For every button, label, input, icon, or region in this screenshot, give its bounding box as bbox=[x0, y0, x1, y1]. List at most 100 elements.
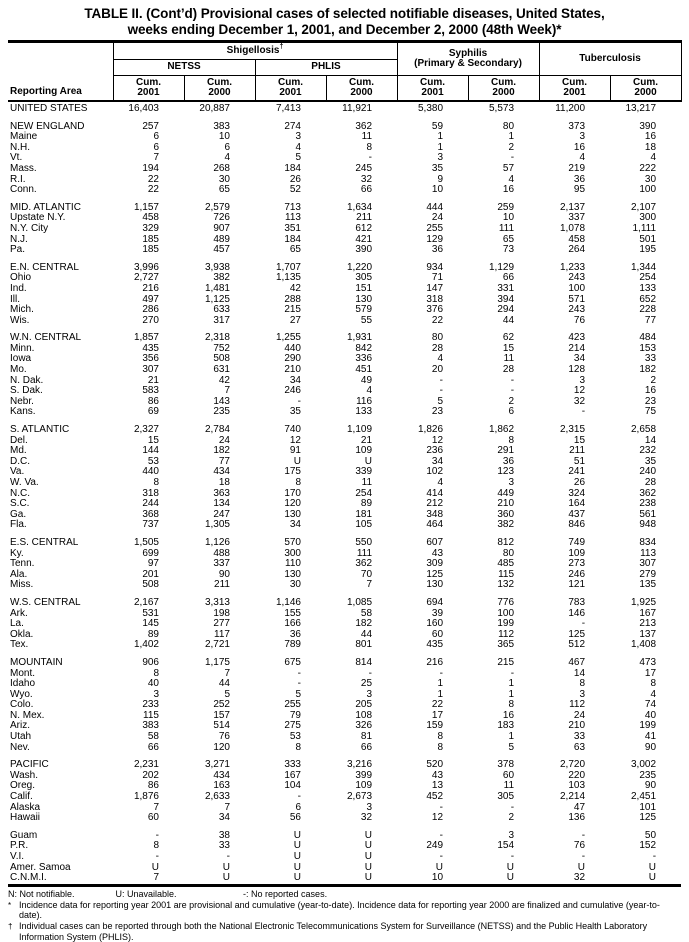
value-cell: 550 bbox=[355, 536, 373, 548]
value-cell: U bbox=[506, 861, 515, 873]
value-cell: 326 bbox=[355, 720, 373, 732]
value-cell: 1,109 bbox=[346, 424, 373, 436]
value-cell: 65 bbox=[502, 233, 515, 245]
area-cell: UNITED STATES bbox=[10, 103, 88, 114]
value-cell: 907 bbox=[213, 222, 230, 234]
table-row: PACIFIC 2,231 3,271 333 3,216 520 378 2,720 3,00… bbox=[8, 758, 681, 771]
netss-subheader: NETSS bbox=[112, 59, 256, 76]
value-cell: 254 bbox=[355, 487, 373, 499]
area-cell: P.R. bbox=[10, 840, 29, 852]
area-cell: Mass. bbox=[10, 162, 37, 174]
value-cell: 783 bbox=[568, 596, 586, 608]
value-cell: 13,217 bbox=[625, 103, 657, 114]
value-cell: 11,200 bbox=[555, 103, 586, 114]
value-cell: 368 bbox=[142, 508, 159, 520]
value-cell: 144 bbox=[142, 445, 159, 457]
value-cell: 80 bbox=[502, 120, 515, 132]
value-cell: 89 bbox=[360, 498, 373, 510]
syphilis-label-line2: (Primary & Secondary) bbox=[414, 58, 522, 69]
value-cell: 147 bbox=[426, 282, 444, 294]
value-cell: 33 bbox=[573, 731, 586, 743]
value-cell: 305 bbox=[355, 272, 373, 284]
table-row: Hawaii 60 34 56 32 12 2 136 125 bbox=[8, 813, 681, 824]
value-cell: 2 bbox=[508, 395, 515, 407]
value-cell: 35 bbox=[289, 406, 301, 418]
value-cell: 1,146 bbox=[275, 596, 301, 608]
table-row: Pa. 185 457 65 390 36 73 264 195 bbox=[8, 245, 681, 256]
value-cell: 23 bbox=[431, 406, 444, 418]
table-row: N. Dak. 21 42 34 49 - - 3 2 bbox=[8, 374, 681, 387]
value-cell: 211 bbox=[356, 212, 373, 224]
table-row: Minn. 435 752 440 842 28 15 214 153 bbox=[8, 342, 681, 355]
value-cell: 86 bbox=[147, 780, 159, 792]
value-cell: 15 bbox=[573, 434, 586, 446]
table-row: V.I. - - U U - - - - bbox=[8, 851, 681, 863]
value-cell: 607 bbox=[426, 536, 444, 548]
value-cell: 75 bbox=[644, 406, 657, 418]
value-cell: 444 bbox=[426, 201, 444, 213]
value-cell: 846 bbox=[568, 519, 586, 531]
value-cell: 1,129 bbox=[489, 261, 515, 273]
table-row: Mo. 307 631 210 451 20 28 128 182 bbox=[8, 364, 681, 376]
table-row: Miss. 508 211 30 7 130 132 121 135 bbox=[8, 580, 681, 591]
area-cell: Upstate N.Y. bbox=[10, 212, 66, 224]
area-cell: Pa. bbox=[10, 244, 26, 256]
value-cell: 100 bbox=[568, 282, 586, 294]
value-cell: 241 bbox=[568, 466, 586, 478]
value-cell: U bbox=[293, 840, 301, 852]
value-cell: 66 bbox=[360, 184, 373, 196]
value-cell: U bbox=[293, 851, 301, 862]
value-cell: 300 bbox=[284, 547, 301, 559]
value-cell: 16 bbox=[644, 131, 657, 143]
value-cell: 69 bbox=[147, 406, 159, 418]
footnotes: N: Not notifiable. U: Unavailable. -: No… bbox=[8, 889, 681, 942]
table-row: Iowa 356 508 290 336 4 11 34 33 bbox=[8, 354, 681, 365]
value-cell: 211 bbox=[569, 445, 586, 457]
value-cell: 3,938 bbox=[204, 261, 230, 273]
value-cell: 373 bbox=[568, 120, 586, 132]
value-cell: 294 bbox=[497, 304, 515, 316]
value-cell: 28 bbox=[431, 342, 444, 354]
table-row: Tenn. 97 337 110 362 309 485 273 307 bbox=[8, 559, 681, 570]
value-cell: 435 bbox=[142, 342, 159, 354]
value-cell: - bbox=[439, 851, 444, 862]
value-cell: 458 bbox=[142, 212, 159, 224]
value-cell: 152 bbox=[639, 840, 657, 852]
value-cell: 76 bbox=[573, 314, 586, 326]
value-cell: - bbox=[368, 667, 373, 679]
value-cell: 77 bbox=[218, 455, 230, 467]
value-cell: 8 bbox=[153, 840, 159, 852]
area-cell: Wash. bbox=[10, 769, 38, 781]
value-cell: 28 bbox=[644, 477, 657, 488]
value-cell: 15 bbox=[147, 434, 159, 446]
value-cell: - bbox=[581, 618, 586, 630]
area-cell: NEW ENGLAND bbox=[10, 120, 85, 132]
value-cell: 1,175 bbox=[204, 656, 230, 668]
value-cell: 120 bbox=[213, 741, 230, 753]
area-cell: Minn. bbox=[10, 342, 35, 354]
value-cell: 125 bbox=[426, 568, 444, 580]
value-cell: 240 bbox=[639, 466, 657, 478]
value-cell: 789 bbox=[284, 639, 301, 651]
value-cell: 4 bbox=[437, 353, 444, 365]
area-cell: Guam bbox=[10, 829, 38, 841]
legend-unavailable: U: Unavailable. bbox=[115, 888, 177, 899]
value-cell: 244 bbox=[142, 498, 159, 510]
value-cell: 111 bbox=[356, 547, 373, 559]
value-cell: 76 bbox=[218, 731, 230, 743]
area-cell: Conn. bbox=[10, 184, 37, 196]
value-cell: 199 bbox=[497, 618, 515, 630]
value-cell: 109 bbox=[568, 547, 586, 559]
value-cell: 383 bbox=[142, 720, 159, 732]
value-cell: 6 bbox=[295, 801, 301, 813]
value-cell: 28 bbox=[502, 364, 515, 376]
value-cell: 101 bbox=[639, 801, 657, 813]
value-cell: 222 bbox=[639, 162, 657, 174]
value-cell: U bbox=[293, 861, 301, 873]
value-cell: 18 bbox=[218, 477, 230, 488]
value-cell: 49 bbox=[360, 374, 373, 386]
value-cell: 3 bbox=[508, 477, 515, 488]
value-cell: 1,255 bbox=[275, 332, 301, 344]
table-row: Mont. 8 7 - - - - 14 17 bbox=[8, 667, 681, 680]
value-cell: 22 bbox=[147, 184, 159, 196]
